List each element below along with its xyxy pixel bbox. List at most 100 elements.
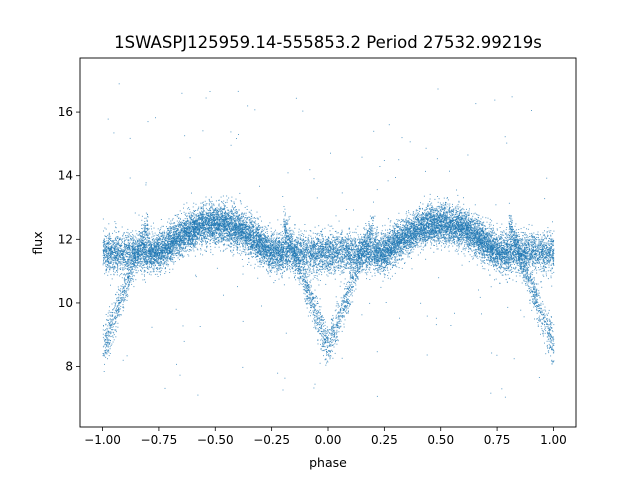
data-point [112, 314, 114, 316]
data-point [242, 221, 244, 223]
data-point [320, 266, 322, 268]
data-point [463, 219, 465, 221]
data-point [343, 241, 345, 243]
data-point [123, 292, 125, 294]
data-point [290, 230, 292, 232]
data-point [186, 245, 188, 247]
data-point [182, 228, 184, 230]
data-point [215, 217, 217, 219]
data-point [346, 312, 348, 314]
data-point [359, 259, 361, 260]
data-point [244, 243, 246, 245]
data-point [546, 313, 548, 315]
data-point [551, 359, 553, 361]
data-point [399, 255, 401, 257]
data-point [348, 233, 350, 234]
data-point [108, 333, 110, 335]
data-point [491, 258, 493, 260]
data-point [498, 257, 500, 259]
data-point [400, 229, 402, 231]
data-point [225, 232, 227, 234]
data-point [177, 228, 178, 230]
data-point [181, 227, 183, 229]
data-point [333, 339, 335, 341]
data-point [353, 244, 355, 246]
data-point [284, 377, 286, 379]
data-point [243, 251, 244, 253]
data-point [148, 266, 150, 268]
data-point [436, 237, 438, 239]
data-point [402, 245, 404, 247]
data-point [374, 265, 376, 267]
data-point [535, 243, 537, 245]
data-point [276, 244, 278, 246]
data-point [522, 252, 524, 254]
data-point [527, 269, 529, 271]
data-point [443, 215, 444, 217]
data-point [510, 233, 512, 235]
data-point [308, 286, 310, 288]
data-point [329, 329, 330, 331]
data-point [541, 314, 542, 316]
data-point [334, 268, 335, 270]
data-point [400, 259, 402, 261]
data-point [126, 263, 128, 265]
data-point [280, 257, 282, 258]
data-point [271, 242, 273, 244]
data-point [112, 232, 113, 234]
data-point [531, 242, 533, 244]
data-point [353, 237, 355, 239]
data-point [357, 234, 359, 236]
data-point [346, 283, 348, 285]
data-point [202, 225, 204, 227]
data-point [281, 231, 283, 232]
data-point [113, 254, 115, 256]
data-point [207, 238, 209, 240]
data-point [306, 250, 308, 252]
data-point [202, 214, 204, 216]
data-point [115, 312, 117, 314]
data-point [221, 201, 223, 203]
data-point [325, 249, 326, 251]
data-point [113, 246, 115, 248]
data-point [312, 269, 314, 271]
data-point [522, 245, 524, 247]
data-point [539, 307, 541, 309]
data-point [544, 250, 546, 252]
data-point [304, 254, 306, 256]
data-point [108, 332, 110, 334]
data-point [543, 242, 545, 244]
data-point [368, 228, 370, 230]
data-point [309, 250, 311, 252]
data-point [404, 235, 406, 237]
data-point [359, 262, 361, 264]
data-point [414, 238, 416, 239]
data-point [234, 235, 236, 237]
data-point [166, 241, 168, 242]
data-point [246, 232, 248, 234]
data-point [341, 255, 342, 257]
data-point [419, 210, 420, 212]
data-point [171, 235, 172, 236]
data-point [547, 324, 549, 326]
data-point [391, 241, 393, 243]
data-point [284, 260, 286, 261]
data-point [401, 255, 402, 257]
data-point [142, 244, 144, 246]
data-point [545, 330, 547, 332]
data-point [109, 243, 111, 245]
data-point [255, 253, 257, 255]
data-point [223, 239, 225, 241]
data-point [486, 239, 488, 241]
data-point [175, 238, 177, 240]
data-point [287, 172, 289, 174]
data-point [310, 230, 312, 232]
data-point [516, 238, 518, 240]
data-point [132, 235, 134, 237]
data-point [345, 286, 347, 287]
data-point [347, 249, 349, 251]
data-point [328, 263, 330, 265]
data-point [329, 266, 331, 268]
data-point [130, 281, 132, 283]
data-point [310, 312, 312, 314]
